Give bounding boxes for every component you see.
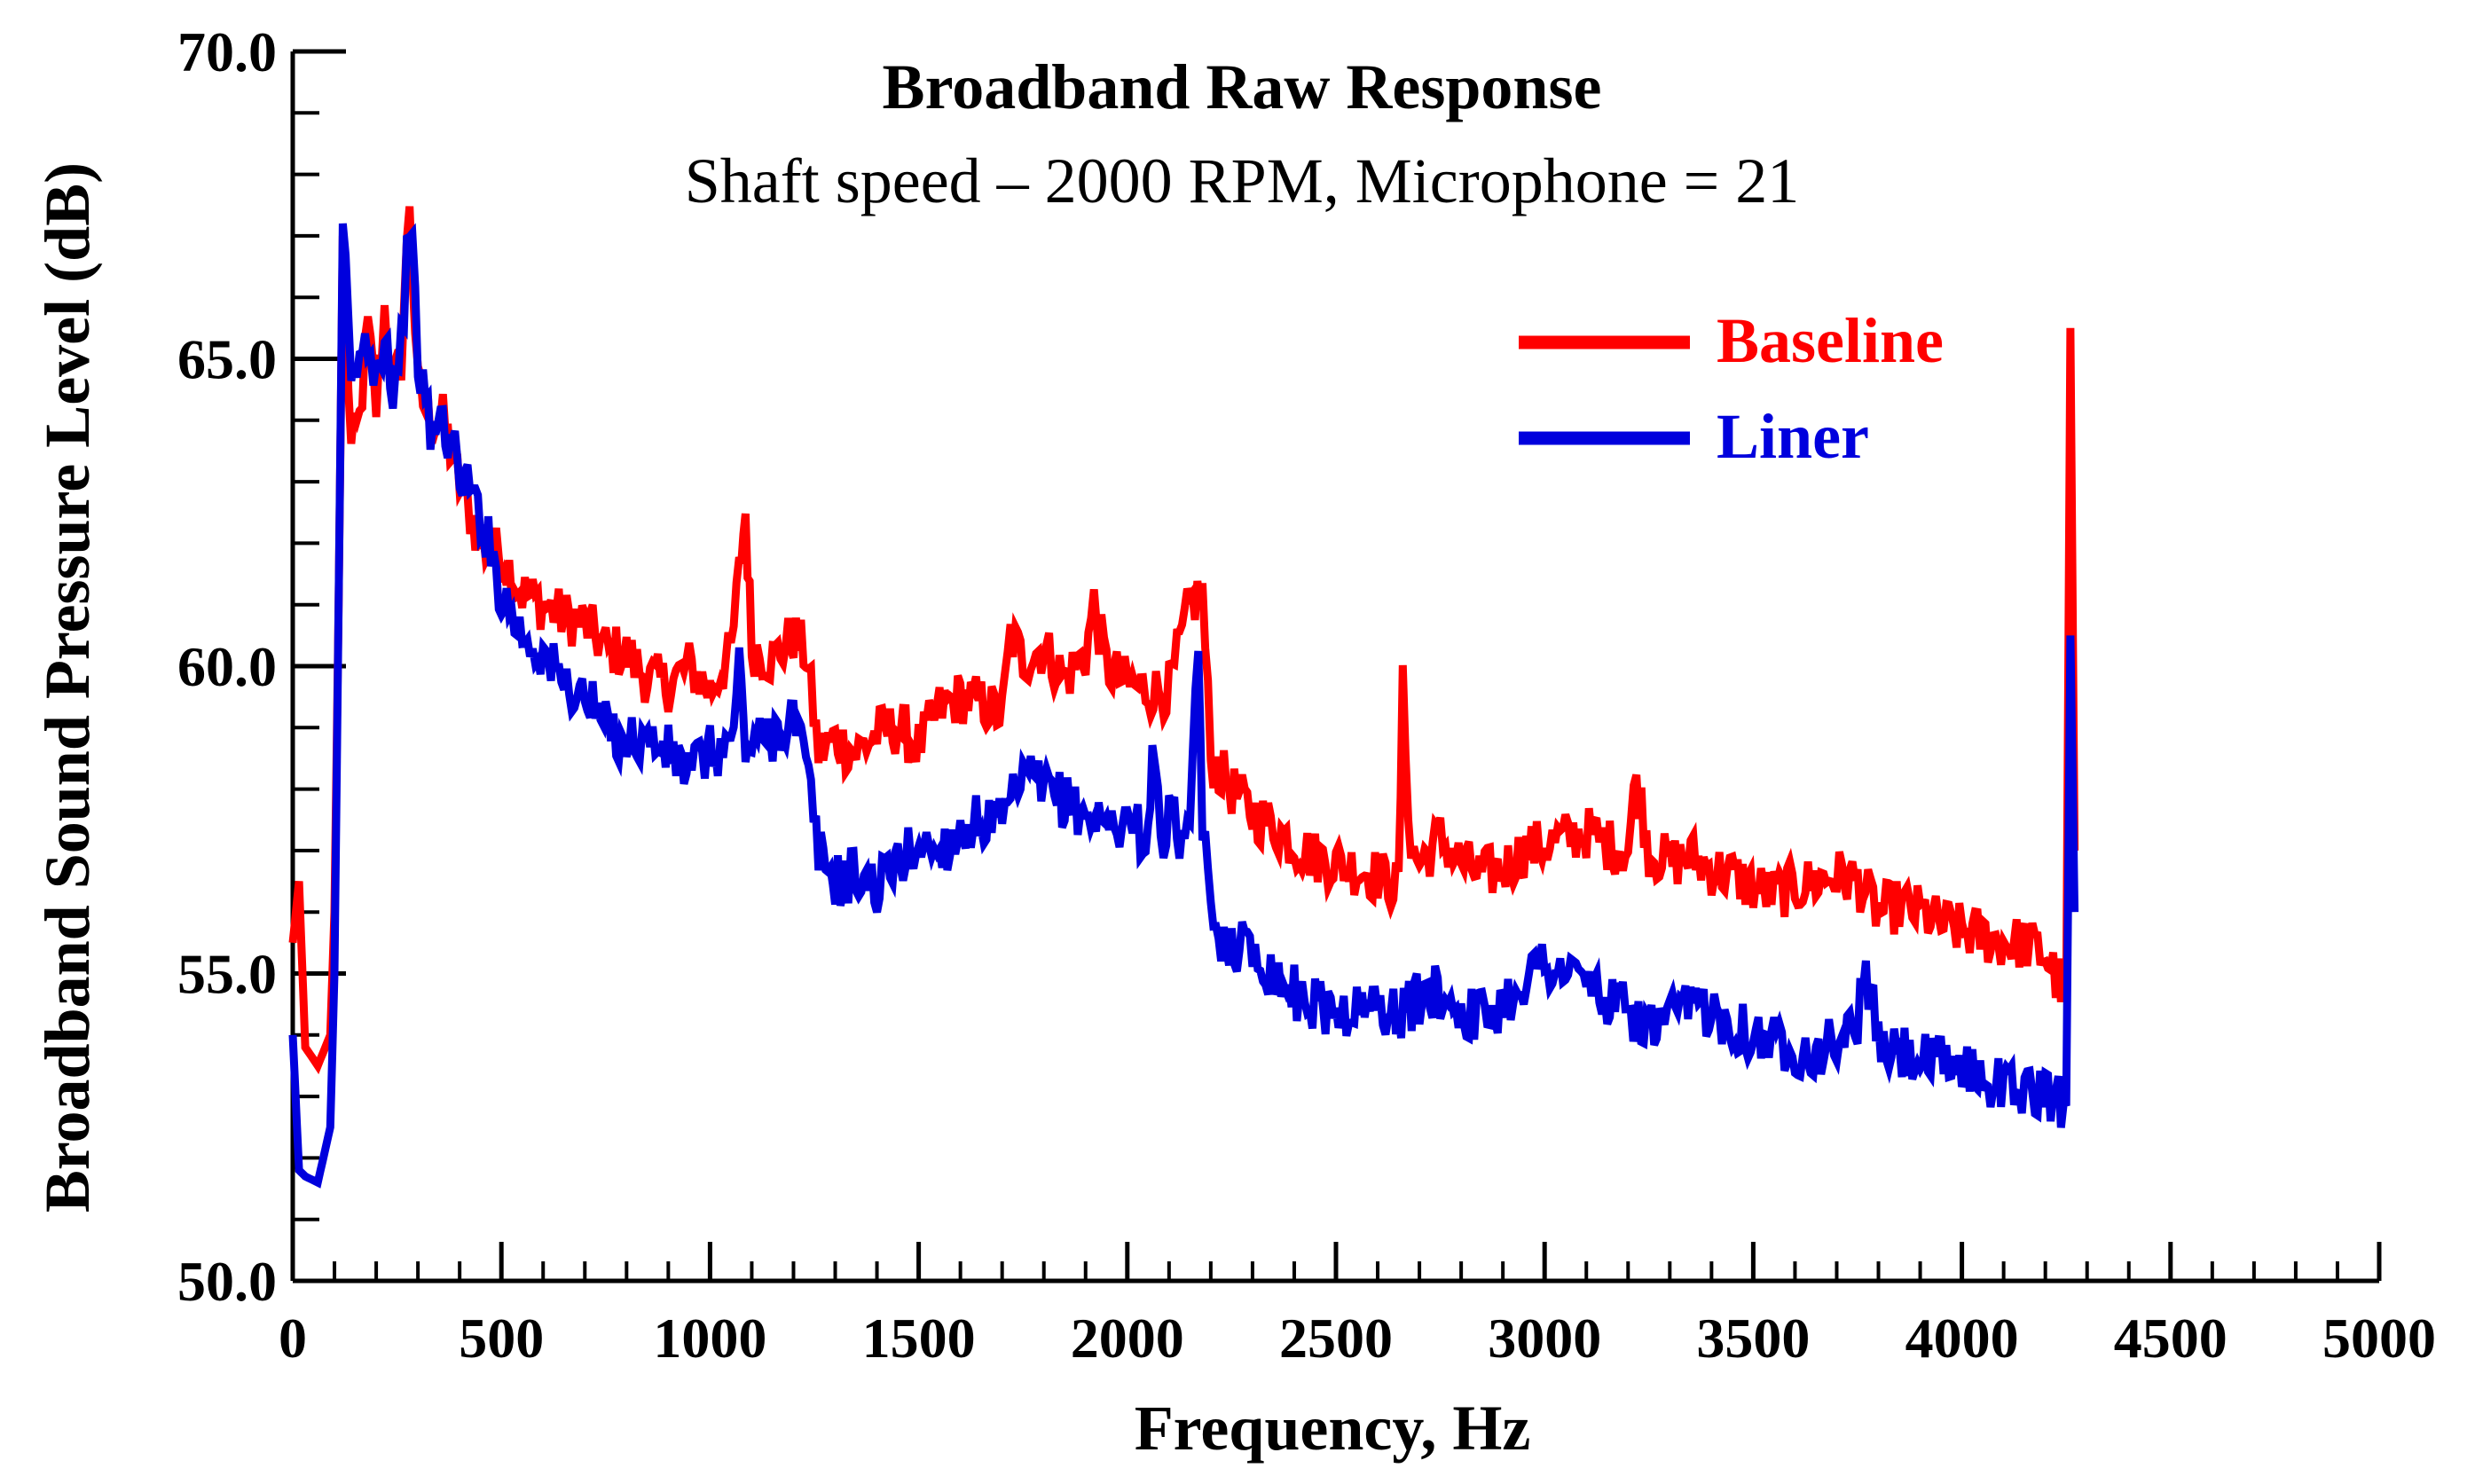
x-tick-label: 0 [279,1307,307,1370]
x-tick-label: 5000 [2322,1307,2436,1370]
y-axis-label: Broadband Sound Pressure Level (dB) [32,162,103,1213]
y-tick-label: 50.0 [177,1250,277,1313]
x-tick-label: 4000 [1905,1307,2019,1370]
legend-label-baseline: Baseline [1717,305,1944,376]
x-tick-label: 3500 [1696,1307,1810,1370]
y-tick-label: 70.0 [177,20,277,83]
text-layer: Broadband Raw Response Shaft speed – 200… [32,51,1799,1464]
chart-subtitle: Shaft speed – 2000 RPM, Microphone = 21 [685,145,1800,216]
series-layer [288,206,2079,1189]
x-tick-label: 2500 [1279,1307,1393,1370]
x-tick-label: 2000 [1071,1307,1184,1370]
legend-label-liner: Liner [1717,401,1869,472]
x-tick-label: 1500 [862,1307,976,1370]
y-tick-label: 65.0 [177,328,277,391]
x-tick-label: 4500 [2114,1307,2228,1370]
axes-layer: 0 500 1000 1500 2000 2500 3000 3500 4000 4500 5000… [177,20,2436,1370]
x-tick-label: 3000 [1488,1307,1601,1370]
legend: Baseline Liner [1519,305,1944,472]
chart-title: Broadband Raw Response [883,51,1602,122]
x-tick-label: 1000 [653,1307,766,1370]
x-axis-label: Frequency, Hz [1135,1393,1531,1464]
series-line-baseline [288,206,2079,1075]
x-tick-label: 500 [459,1307,544,1370]
series-line-liner [288,223,2079,1189]
y-tick-label: 60.0 [177,635,277,698]
y-tick-label: 55.0 [177,943,277,1006]
